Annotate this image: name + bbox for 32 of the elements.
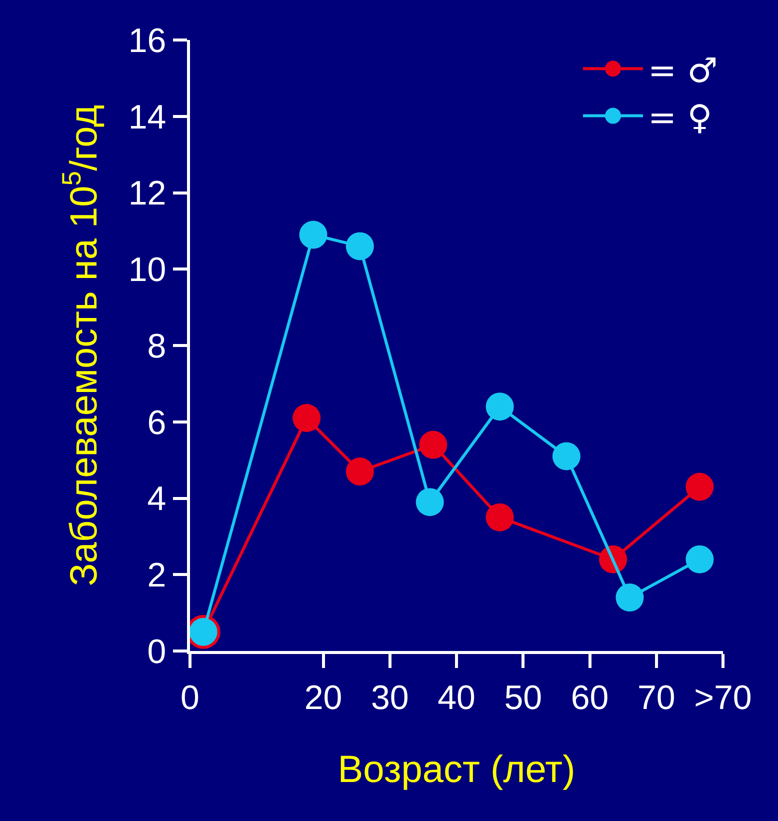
point bbox=[616, 584, 644, 612]
point bbox=[552, 442, 580, 470]
x-tick-label: >70 bbox=[694, 678, 752, 717]
point bbox=[686, 472, 714, 501]
x-tick-label: 30 bbox=[370, 678, 409, 717]
legend-label: = ♂ bbox=[648, 50, 718, 91]
y-tick-label: 8 bbox=[147, 327, 166, 366]
point bbox=[416, 488, 444, 516]
point bbox=[299, 220, 328, 249]
point bbox=[486, 392, 514, 421]
y-tick-label: 14 bbox=[128, 98, 166, 136]
y-tick-label: 4 bbox=[147, 480, 166, 518]
x-tick-label: 50 bbox=[504, 678, 542, 717]
y-tick-label: 6 bbox=[147, 404, 166, 442]
x-axis-title: Возраст (лет) bbox=[338, 748, 576, 791]
point bbox=[346, 232, 374, 260]
point bbox=[292, 404, 321, 432]
y-tick-label: 12 bbox=[128, 174, 166, 213]
x-tick-label: 40 bbox=[438, 678, 476, 717]
point bbox=[486, 503, 514, 532]
x-tick-label: 0 bbox=[180, 678, 200, 717]
legend-label: = ♀ bbox=[648, 98, 712, 138]
y-tick-label: 16 bbox=[128, 22, 166, 60]
y-tick-label: 0 bbox=[147, 632, 166, 671]
x-tick-label: 60 bbox=[570, 678, 609, 717]
point bbox=[346, 458, 374, 486]
y-tick-label: 10 bbox=[128, 251, 166, 290]
point bbox=[419, 430, 448, 459]
point bbox=[686, 545, 714, 574]
y-tick-label: 2 bbox=[147, 556, 166, 595]
x-tick-label: 70 bbox=[637, 678, 676, 717]
x-tick-label: 20 bbox=[304, 678, 342, 717]
